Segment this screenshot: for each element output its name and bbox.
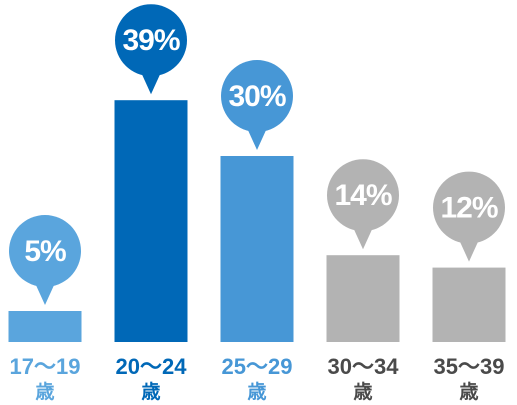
bubble-pointer (141, 72, 161, 95)
bar (432, 267, 506, 342)
value-label: 30% (228, 80, 285, 113)
category-suffix: 歳 (247, 381, 266, 403)
bubble (433, 171, 505, 244)
bar (114, 100, 188, 342)
bar (8, 311, 82, 342)
category-label: 20～24 (116, 354, 188, 379)
category-suffix: 歳 (35, 381, 54, 403)
category-suffix: 歳 (353, 381, 372, 403)
value-label: 5% (24, 235, 66, 268)
bubble-pointer (459, 239, 479, 262)
category-label: 35～39 (434, 354, 505, 379)
category-label: 25～29 (222, 354, 293, 379)
category-suffix: 歳 (141, 381, 160, 403)
category-label: 17～19 (10, 354, 81, 379)
value-label: 12% (440, 192, 497, 225)
bubble-pointer (247, 128, 267, 150)
bar (326, 255, 400, 342)
value-label: 39% (122, 24, 179, 57)
bar (220, 156, 294, 342)
category-suffix: 歳 (459, 381, 478, 403)
category-label: 30～34 (328, 354, 400, 379)
bubble (115, 4, 187, 77)
bubble (327, 159, 399, 232)
bubble-pointer (35, 283, 55, 305)
bubble (9, 215, 81, 287)
bubble (221, 60, 293, 132)
bubble-pointer (353, 227, 373, 250)
value-label: 14% (334, 179, 391, 212)
